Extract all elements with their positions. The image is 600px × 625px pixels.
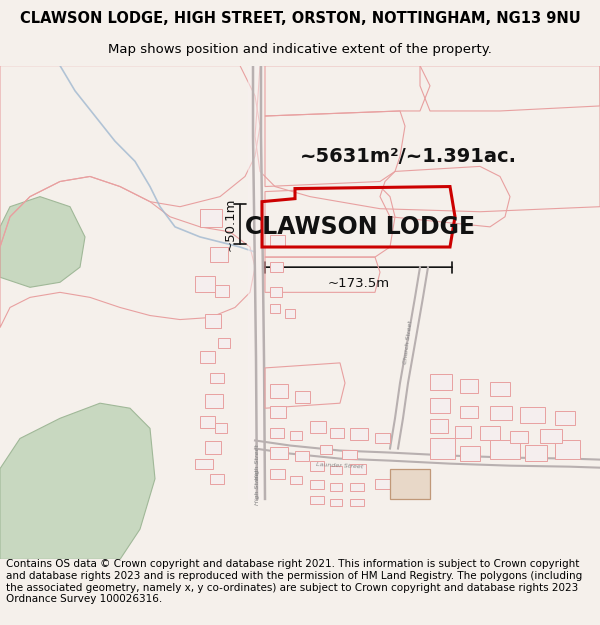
Bar — [295, 451, 309, 461]
Bar — [200, 351, 215, 363]
Bar — [390, 469, 430, 499]
Bar — [342, 449, 357, 459]
Text: ~173.5m: ~173.5m — [328, 278, 389, 290]
Bar — [330, 482, 342, 491]
Text: High Street: High Street — [254, 444, 260, 480]
Bar — [270, 469, 285, 479]
Bar — [310, 421, 326, 433]
Bar — [490, 382, 510, 396]
Text: ~5631m²/~1.391ac.: ~5631m²/~1.391ac. — [300, 148, 517, 166]
Bar — [205, 441, 221, 454]
Bar — [310, 480, 324, 489]
Bar — [460, 406, 478, 418]
Bar — [195, 459, 213, 469]
Bar — [270, 262, 283, 272]
Text: Map shows position and indicative extent of the property.: Map shows position and indicative extent… — [108, 42, 492, 56]
Text: CLAWSON LODGE: CLAWSON LODGE — [245, 215, 475, 239]
Bar — [218, 338, 230, 348]
Bar — [210, 474, 224, 484]
Bar — [330, 466, 342, 474]
Text: Church Street: Church Street — [403, 320, 413, 364]
Bar — [270, 384, 288, 398]
Bar — [375, 479, 391, 489]
Bar — [285, 309, 295, 318]
Bar — [210, 247, 228, 262]
Bar — [555, 441, 580, 459]
Text: CLAWSON LODGE, HIGH STREET, ORSTON, NOTTINGHAM, NG13 9NU: CLAWSON LODGE, HIGH STREET, ORSTON, NOTT… — [20, 11, 580, 26]
Bar — [350, 482, 364, 491]
Bar — [310, 496, 324, 504]
Bar — [290, 476, 302, 484]
Bar — [270, 406, 286, 418]
Bar — [430, 439, 455, 459]
Bar — [320, 444, 332, 454]
Bar — [270, 304, 280, 312]
Bar — [350, 499, 364, 506]
Bar — [460, 379, 478, 393]
Bar — [270, 235, 285, 247]
Bar — [270, 288, 282, 298]
Bar — [520, 408, 545, 423]
Bar — [555, 411, 575, 426]
Bar — [270, 446, 288, 459]
Polygon shape — [0, 197, 85, 288]
Bar — [490, 406, 512, 421]
Bar — [205, 314, 221, 328]
Text: High Street: High Street — [254, 469, 260, 505]
Bar — [490, 441, 520, 459]
Bar — [270, 428, 284, 439]
Bar — [525, 444, 547, 461]
Bar — [460, 446, 480, 461]
Bar — [330, 428, 344, 439]
Bar — [210, 373, 224, 383]
Bar — [200, 209, 222, 227]
Text: Launder Street: Launder Street — [316, 462, 364, 469]
Bar — [195, 276, 215, 292]
Polygon shape — [0, 403, 155, 559]
Bar — [510, 431, 528, 444]
Bar — [480, 426, 500, 441]
Bar — [350, 428, 368, 441]
Bar — [540, 429, 562, 444]
Text: Contains OS data © Crown copyright and database right 2021. This information is : Contains OS data © Crown copyright and d… — [6, 559, 582, 604]
Bar — [215, 423, 227, 433]
Bar — [455, 426, 471, 439]
Bar — [430, 374, 452, 390]
Bar — [330, 499, 342, 506]
Bar — [430, 398, 450, 413]
Bar — [375, 433, 390, 444]
Bar — [350, 464, 366, 474]
Bar — [215, 285, 229, 298]
Text: ~50.1m: ~50.1m — [224, 198, 237, 251]
Bar — [205, 394, 223, 408]
Bar — [295, 391, 310, 403]
Bar — [200, 416, 215, 428]
Bar — [310, 461, 324, 471]
Bar — [430, 419, 448, 433]
Bar — [290, 431, 302, 441]
